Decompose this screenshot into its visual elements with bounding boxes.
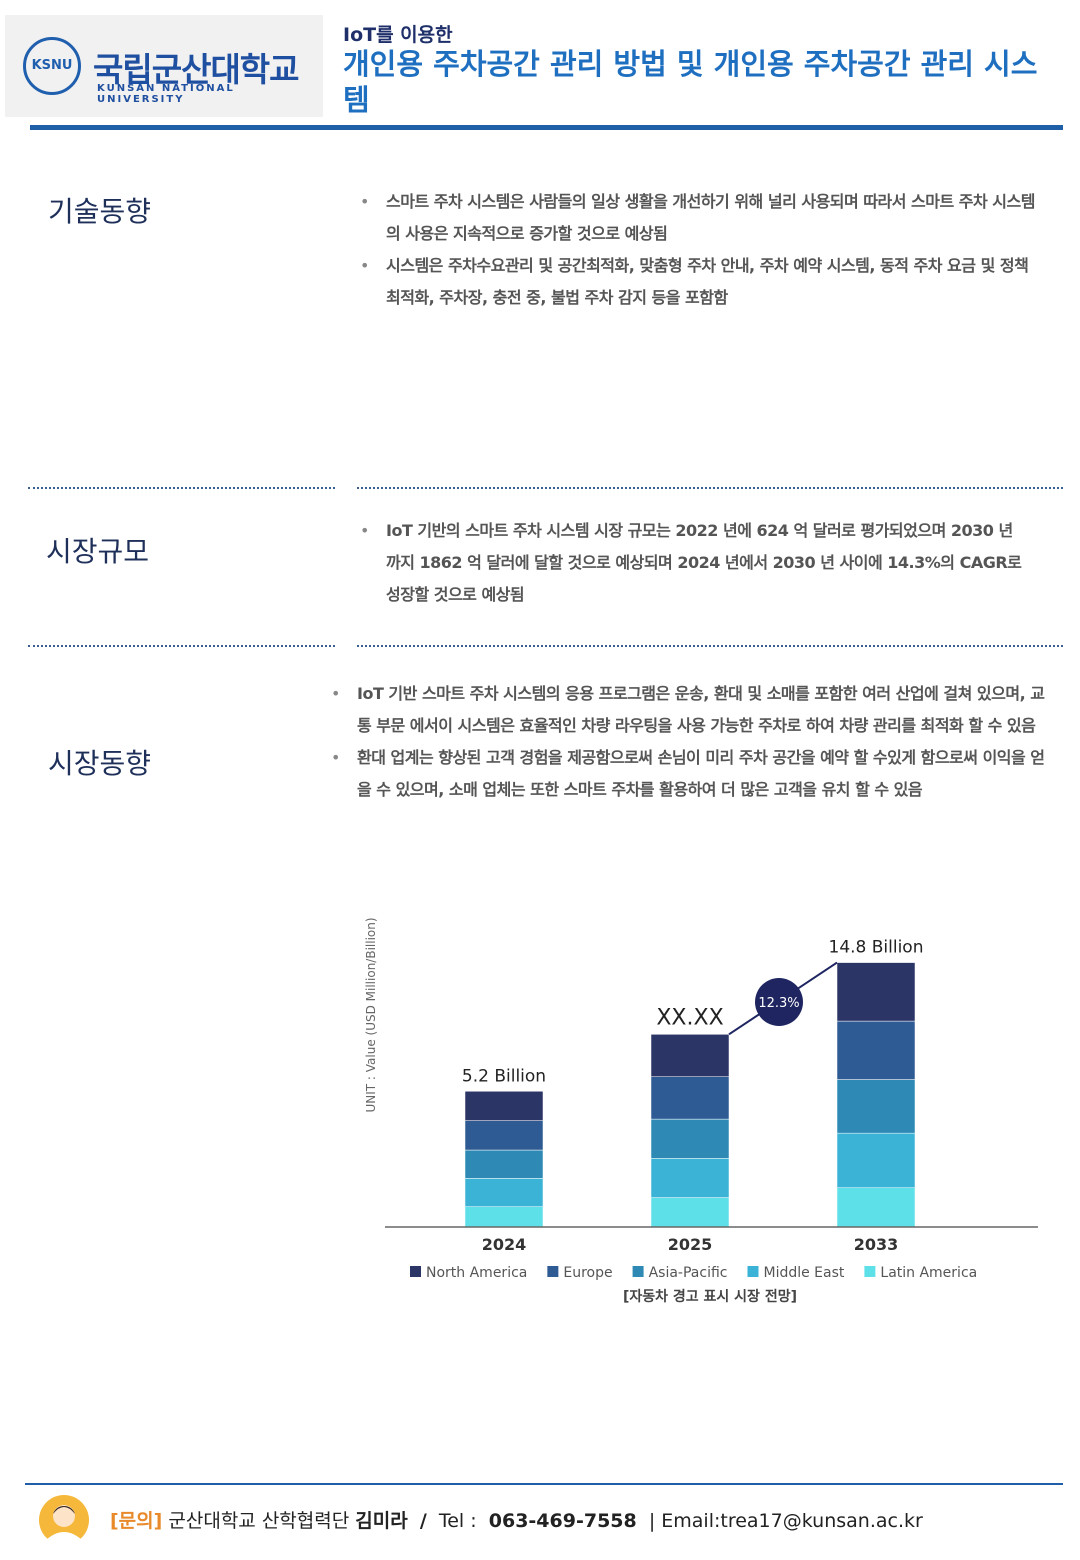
bullet: IoT 기반의 스마트 주차 시스템 시장 규모는 2022 년에 624 억 … — [360, 515, 1026, 611]
org: 군산대학교 산학협력단 — [168, 1510, 350, 1532]
tel-label: Tel : — [438, 1510, 477, 1532]
growth-label: 12.3% — [758, 996, 799, 1011]
y-axis-label: UNIT : Value (USD Million/Billion) — [364, 917, 378, 1112]
legend-label: North America — [426, 1265, 527, 1281]
header-rule — [30, 125, 1063, 130]
annotation: XX.XX — [656, 1005, 723, 1030]
logo-name: 국립군산대학교 — [93, 50, 300, 89]
bar-segment — [464, 1178, 544, 1207]
bar-segment — [650, 1118, 730, 1159]
bullets: IoT 기반의 스마트 주차 시스템 시장 규모는 2022 년에 624 억 … — [360, 515, 1026, 611]
divider — [28, 487, 335, 489]
bullets: 스마트 주차 시스템은 사람들의 일상 생활을 개선하기 위해 널리 사용되며 … — [360, 186, 1041, 314]
section-label: 기술동향 — [48, 195, 152, 228]
bar-segment — [836, 1079, 916, 1134]
legend-label: Latin America — [880, 1265, 977, 1281]
legend-swatch — [547, 1266, 559, 1277]
legend-swatch — [747, 1266, 759, 1277]
bar-segment — [650, 1076, 730, 1120]
tel: 063-469-7558 — [488, 1510, 637, 1532]
divider — [357, 487, 1063, 489]
legend-swatch — [410, 1266, 421, 1277]
sep: / — [419, 1510, 427, 1532]
x-tick-label: 2024 — [482, 1235, 527, 1254]
section-label: 시장규모 — [46, 535, 150, 568]
annotation: 5.2 Billion — [462, 1066, 546, 1086]
divider — [28, 645, 335, 647]
bullets: IoT 기반 스마트 주차 시스템의 응용 프로그램은 운송, 환대 및 소매를… — [331, 678, 1057, 806]
email: | Email:trea17@kunsan.ac.kr — [648, 1510, 923, 1532]
footer-rule — [25, 1483, 1063, 1485]
bullet: 환대 업계는 향상된 고객 경험을 제공함으로써 손님이 미리 주차 공간을 예… — [331, 742, 1057, 806]
legend-label: Asia-Pacific — [649, 1265, 728, 1281]
bar-segment — [464, 1206, 544, 1228]
section-label: 시장동향 — [48, 747, 152, 780]
bullet: 스마트 주차 시스템은 사람들의 일상 생활을 개선하기 위해 널리 사용되며 … — [360, 186, 1041, 250]
title: 개인용 주차공간 관리 방법 및 개인용 주차공간 관리 시스템 — [343, 47, 1038, 117]
bar-segment — [650, 1034, 730, 1077]
bar-segment — [464, 1120, 544, 1151]
logo-sub: KUNSAN NATIONAL UNIVERSITY — [97, 83, 235, 105]
legend-swatch — [632, 1266, 644, 1277]
x-tick-label: 2033 — [854, 1235, 899, 1254]
bar-segment — [836, 1187, 916, 1228]
person: 김미라 — [355, 1510, 408, 1532]
bar-segment — [836, 962, 916, 1022]
x-tick-label: 2025 — [668, 1235, 713, 1254]
bar-segment — [836, 1020, 916, 1080]
bullet: IoT 기반 스마트 주차 시스템의 응용 프로그램은 운송, 환대 및 소매를… — [331, 678, 1057, 742]
caption: [자동차 경고 표시 시장 전망] — [623, 1288, 797, 1305]
subtitle: IoT를 이용한 — [343, 24, 453, 46]
legend-label: Middle East — [763, 1265, 844, 1281]
logo-mark: KSNU — [23, 37, 81, 95]
growth-badge — [755, 978, 803, 1026]
logo-box: KSNU 국립군산대학교 KUNSAN NATIONAL UNIVERSITY — [5, 15, 323, 117]
bar-segment — [464, 1091, 544, 1121]
bar-segment — [464, 1149, 544, 1179]
bar-segment — [836, 1132, 916, 1188]
bullet: 시스템은 주차수요관리 및 공간최적화, 맞춤형 주차 안내, 주차 예약 시스… — [360, 250, 1041, 314]
divider — [357, 645, 1063, 647]
inquiry: [문의] — [110, 1510, 163, 1532]
footer: [문의] 군산대학교 산학협력단 김미라 / Tel : 063-469-755… — [110, 1506, 923, 1533]
bar-segment — [650, 1158, 730, 1198]
legend-swatch — [864, 1266, 876, 1277]
bar-segment — [650, 1197, 730, 1228]
legend-label: Europe — [563, 1265, 612, 1281]
chart: UNIT : Value (USD Million/Billion) [자동차 … — [364, 917, 1038, 1305]
avatar — [39, 1495, 89, 1546]
annotation: 14.8 Billion — [829, 938, 924, 958]
